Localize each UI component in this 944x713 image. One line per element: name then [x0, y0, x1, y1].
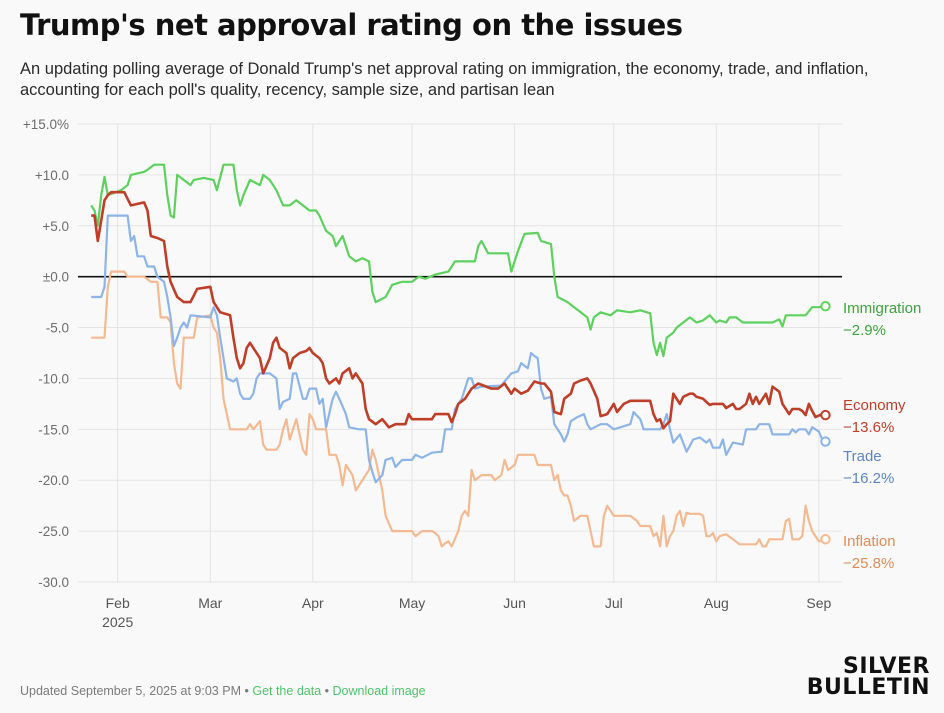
series-line-immigration — [90, 163, 826, 358]
y-tick-label: +5.0 — [42, 219, 69, 234]
x-tick-year-label: 2025 — [102, 614, 133, 630]
series-label-inflation: Inflation — [843, 533, 896, 550]
series-label-immigration: Immigration — [843, 300, 921, 317]
series-label-trade: Trade — [843, 448, 882, 465]
series-line-trade — [91, 214, 827, 484]
series-value-inflation: −25.8% — [843, 555, 894, 572]
series-value-immigration: −2.9% — [843, 322, 886, 339]
y-tick-label: -20.0 — [38, 473, 69, 488]
chart-subtitle: An updating polling average of Donald Tr… — [20, 60, 869, 99]
y-tick-label: -5.0 — [46, 321, 69, 336]
series-label-economy: Economy — [843, 397, 906, 414]
footer-separator: • — [244, 684, 249, 698]
series-value-trade: −16.2% — [843, 470, 894, 487]
y-tick-label: ±0.0 — [43, 270, 69, 285]
footer: Updated September 5, 2025 at 9:03 PM • G… — [20, 684, 426, 698]
x-tick-label: Sep — [806, 595, 831, 611]
chart-title: Trump's net approval rating on the issue… — [20, 8, 683, 42]
x-tick-label: Feb — [106, 595, 130, 611]
y-tick-label: -25.0 — [38, 524, 69, 539]
series-end-marker-trade — [820, 436, 831, 447]
series-end-marker-inflation — [820, 534, 831, 545]
x-tick-label: Mar — [198, 595, 222, 611]
series-end-marker-immigration — [820, 300, 831, 312]
y-tick-label: -15.0 — [38, 422, 69, 437]
updated-timestamp: Updated September 5, 2025 at 9:03 PM — [20, 684, 241, 698]
get-data-link[interactable]: Get the data — [252, 684, 322, 698]
series-value-economy: −13.6% — [843, 419, 894, 436]
x-tick-label: Jul — [605, 595, 623, 611]
x-tick-label: May — [399, 595, 425, 611]
series-line-economy — [91, 190, 826, 430]
y-tick-label: +10.0 — [35, 168, 69, 183]
logo-line-2: BULLETIN — [806, 675, 930, 700]
series-end-marker-economy — [820, 409, 831, 421]
download-image-link[interactable]: Download image — [332, 684, 426, 698]
silver-bulletin-logo: SILVER BULLETIN — [806, 654, 930, 700]
y-tick-label: -10.0 — [38, 371, 69, 386]
x-tick-label: Apr — [302, 595, 324, 611]
footer-separator: • — [324, 684, 330, 698]
logo-line-1: SILVER — [842, 654, 930, 679]
series-line-inflation — [91, 270, 826, 548]
x-tick-label: Jun — [503, 595, 526, 611]
y-tick-label: +15.0% — [23, 117, 69, 132]
y-tick-label: -30.0 — [38, 575, 69, 590]
x-tick-label: Aug — [704, 595, 729, 611]
line-chart: +15.0% +10.0 +5.0 ±0.0 -5.0 -10.0 -15.0 -20.0 -2… — [23, 117, 922, 630]
